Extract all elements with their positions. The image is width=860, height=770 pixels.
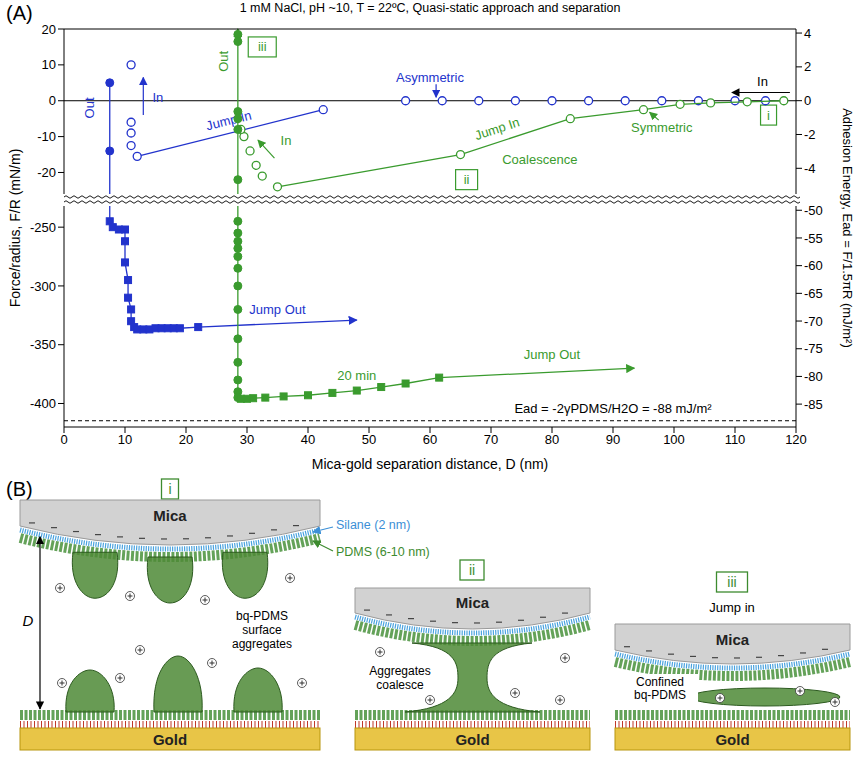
svg-text:Confined: Confined <box>636 675 684 689</box>
svg-text:1 mM NaCl, pH ~10, T = 22ºC, Q: 1 mM NaCl, pH ~10, T = 22ºC, Quasi-stati… <box>240 1 621 15</box>
svg-text:Out: Out <box>216 50 231 71</box>
svg-text:Ead = -2γPDMS/H2O = -88 mJ/m²: Ead = -2γPDMS/H2O = -88 mJ/m² <box>514 401 712 416</box>
svg-text:-65: -65 <box>804 286 823 301</box>
svg-text:-80: -80 <box>804 369 823 384</box>
svg-text:(B): (B) <box>6 478 33 500</box>
svg-text:Jump in: Jump in <box>709 600 755 615</box>
svg-text:-2: -2 <box>804 127 816 142</box>
svg-text:Out: Out <box>82 97 97 118</box>
svg-text:-350: -350 <box>30 337 56 352</box>
svg-text:90: 90 <box>606 432 620 447</box>
svg-text:Adhesion Energy, Ead = F/1.5πR: Adhesion Energy, Ead = F/1.5πR (mJ/m²) <box>840 108 855 348</box>
svg-text:10: 10 <box>42 57 56 72</box>
svg-text:20 min: 20 min <box>337 368 376 383</box>
svg-text:Mica-gold separation distance,: Mica-gold separation distance, D (nm) <box>312 456 549 472</box>
svg-text:-10: -10 <box>37 129 56 144</box>
svg-text:20: 20 <box>42 22 56 37</box>
svg-text:Aggregates: Aggregates <box>369 664 430 678</box>
svg-text:Gold: Gold <box>153 731 187 748</box>
svg-text:-250: -250 <box>30 220 56 235</box>
svg-text:Coalescence: Coalescence <box>502 152 577 167</box>
svg-text:Mica: Mica <box>153 507 187 524</box>
svg-text:-400: -400 <box>30 396 56 411</box>
svg-text:aggregates: aggregates <box>232 637 292 651</box>
svg-text:Mica: Mica <box>456 594 490 611</box>
svg-text:Gold: Gold <box>715 731 749 748</box>
svg-text:Jump Out: Jump Out <box>524 347 581 362</box>
svg-text:In: In <box>281 133 292 148</box>
svg-text:i: i <box>168 481 171 497</box>
svg-text:ii: ii <box>464 172 470 187</box>
svg-text:0: 0 <box>49 93 56 108</box>
svg-text:Jump Out: Jump Out <box>249 302 306 317</box>
svg-text:-70: -70 <box>804 314 823 329</box>
svg-text:-20: -20 <box>37 165 56 180</box>
svg-text:30: 30 <box>240 432 254 447</box>
svg-text:120: 120 <box>785 432 807 447</box>
svg-text:-300: -300 <box>30 279 56 294</box>
svg-text:50: 50 <box>362 432 376 447</box>
svg-text:4: 4 <box>804 26 811 41</box>
svg-text:-4: -4 <box>804 161 816 176</box>
svg-text:bq-PDMS: bq-PDMS <box>236 609 288 623</box>
svg-text:Gold: Gold <box>455 731 489 748</box>
svg-text:70: 70 <box>484 432 498 447</box>
svg-text:iii: iii <box>258 39 267 54</box>
svg-text:110: 110 <box>725 432 746 447</box>
svg-text:coalesce: coalesce <box>376 678 424 692</box>
svg-text:D: D <box>23 612 34 629</box>
svg-text:-85: -85 <box>804 397 823 412</box>
svg-text:40: 40 <box>301 432 315 447</box>
svg-text:surface: surface <box>242 623 282 637</box>
svg-text:10: 10 <box>118 432 132 447</box>
svg-text:In: In <box>757 74 768 89</box>
svg-text:60: 60 <box>423 432 437 447</box>
svg-text:80: 80 <box>545 432 559 447</box>
svg-text:(A): (A) <box>6 2 33 24</box>
svg-text:Force/radius, F/R (mN/m): Force/radius, F/R (mN/m) <box>7 149 23 308</box>
svg-text:Jump In: Jump In <box>473 114 522 143</box>
svg-text:-50: -50 <box>804 203 823 218</box>
svg-text:ii: ii <box>469 562 475 578</box>
svg-text:i: i <box>767 108 770 123</box>
svg-text:0: 0 <box>804 93 811 108</box>
svg-text:bq-PDMS: bq-PDMS <box>634 688 686 702</box>
svg-text:Silane (2 nm): Silane (2 nm) <box>336 518 410 532</box>
svg-text:iii: iii <box>727 574 736 590</box>
svg-text:In: In <box>152 90 163 105</box>
svg-text:Asymmetric: Asymmetric <box>396 70 464 85</box>
svg-text:PDMS (6-10 nm): PDMS (6-10 nm) <box>336 545 430 559</box>
svg-text:-55: -55 <box>804 231 823 246</box>
svg-text:0: 0 <box>60 432 67 447</box>
svg-text:20: 20 <box>179 432 193 447</box>
svg-text:100: 100 <box>663 432 685 447</box>
svg-text:-75: -75 <box>804 341 823 356</box>
svg-text:Mica: Mica <box>716 631 750 648</box>
svg-text:Jump In: Jump In <box>204 107 253 134</box>
svg-text:-60: -60 <box>804 258 823 273</box>
svg-text:Symmetric: Symmetric <box>631 120 693 135</box>
svg-text:2: 2 <box>804 59 811 74</box>
